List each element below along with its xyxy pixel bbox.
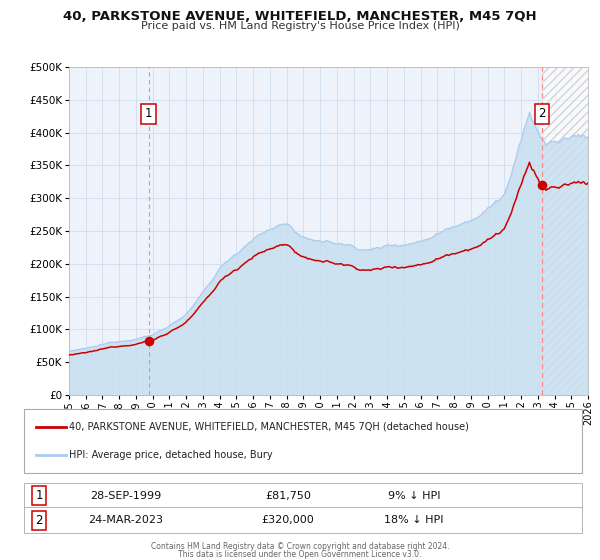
- Point: [537, 181, 547, 190]
- Text: 2: 2: [35, 514, 43, 527]
- Text: Price paid vs. HM Land Registry's House Price Index (HPI): Price paid vs. HM Land Registry's House …: [140, 21, 460, 31]
- Point: [144, 337, 154, 346]
- Text: 28-SEP-1999: 28-SEP-1999: [91, 491, 161, 501]
- Text: £81,750: £81,750: [265, 491, 311, 501]
- Text: 9% ↓ HPI: 9% ↓ HPI: [388, 491, 440, 501]
- Text: 1: 1: [35, 489, 43, 502]
- Text: 18% ↓ HPI: 18% ↓ HPI: [384, 515, 444, 525]
- Bar: [542, 67, 596, 395]
- Text: 2: 2: [538, 107, 545, 120]
- Text: £320,000: £320,000: [262, 515, 314, 525]
- Text: 40, PARKSTONE AVENUE, WHITEFIELD, MANCHESTER, M45 7QH (detached house): 40, PARKSTONE AVENUE, WHITEFIELD, MANCHE…: [69, 422, 469, 432]
- Text: Contains HM Land Registry data © Crown copyright and database right 2024.: Contains HM Land Registry data © Crown c…: [151, 542, 449, 550]
- Text: 40, PARKSTONE AVENUE, WHITEFIELD, MANCHESTER, M45 7QH: 40, PARKSTONE AVENUE, WHITEFIELD, MANCHE…: [63, 10, 537, 23]
- Text: 1: 1: [145, 107, 152, 120]
- Text: This data is licensed under the Open Government Licence v3.0.: This data is licensed under the Open Gov…: [178, 550, 422, 559]
- Text: 24-MAR-2023: 24-MAR-2023: [89, 515, 163, 525]
- Text: HPI: Average price, detached house, Bury: HPI: Average price, detached house, Bury: [69, 450, 272, 460]
